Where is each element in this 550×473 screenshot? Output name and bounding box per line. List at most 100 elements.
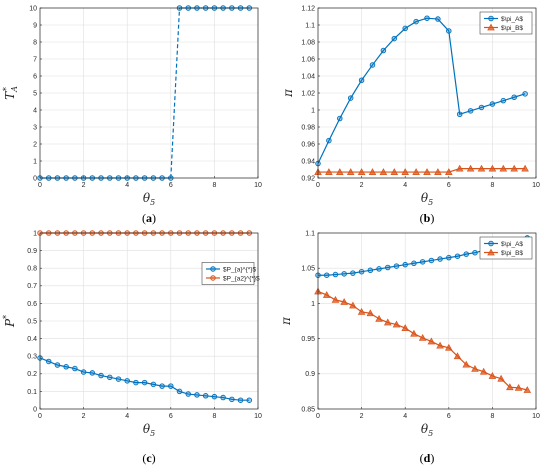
data-point bbox=[523, 386, 532, 393]
data-point bbox=[488, 371, 497, 379]
y-tick-label: 0 bbox=[33, 406, 37, 413]
data-point bbox=[358, 268, 365, 275]
data-point bbox=[332, 271, 339, 278]
y-tick-label: 1 bbox=[311, 301, 315, 308]
data-point bbox=[89, 370, 96, 376]
data-point bbox=[467, 108, 474, 114]
data-point bbox=[488, 240, 494, 247]
y-tick-label: 7 bbox=[33, 56, 37, 63]
y-tick-label: 1 bbox=[311, 107, 315, 114]
data-point bbox=[454, 253, 461, 259]
data-point bbox=[176, 388, 183, 395]
data-point bbox=[150, 381, 157, 388]
x-tick-label: 6 bbox=[447, 182, 451, 189]
y-tick-label: 1.1 bbox=[305, 230, 315, 237]
y-tick-label: 0.98 bbox=[301, 124, 315, 131]
data-point bbox=[210, 266, 216, 272]
data-point bbox=[326, 137, 332, 144]
data-point bbox=[211, 393, 218, 400]
data-point bbox=[445, 343, 453, 351]
y-tick-label: 0.9 bbox=[27, 248, 37, 255]
chart-panel-c: 0 2 4 6 8 10 0 0.1 0.2 0.3 0.4 0.5 0.6 0.7 0.8 0.9 1 $P_{… bbox=[2, 230, 262, 465]
y-tick-label: 2 bbox=[33, 141, 37, 148]
data-point bbox=[462, 360, 471, 368]
data-point bbox=[511, 94, 517, 100]
y-tick-label: 0 bbox=[33, 175, 37, 182]
data-point bbox=[437, 256, 443, 262]
data-point bbox=[358, 77, 365, 83]
x-tick-label: 2 bbox=[360, 413, 364, 420]
data-point bbox=[237, 397, 244, 403]
data-point bbox=[500, 97, 507, 104]
data-point bbox=[510, 164, 518, 172]
data-point bbox=[487, 248, 495, 256]
data-point bbox=[478, 104, 485, 111]
data-point bbox=[379, 168, 388, 175]
x-tick-label: 0 bbox=[38, 413, 42, 420]
y-tick-label: 1.1 bbox=[305, 22, 315, 29]
data-point bbox=[466, 164, 475, 172]
legend: $\pi_A$ $\pi_B$ bbox=[479, 11, 533, 35]
data-point bbox=[376, 266, 382, 272]
series-1 bbox=[315, 235, 531, 278]
data-point bbox=[383, 318, 392, 326]
data-point bbox=[471, 364, 479, 372]
data-point bbox=[323, 272, 330, 278]
x-axis-label: θ5 bbox=[421, 422, 433, 438]
data-point bbox=[341, 271, 347, 277]
y-axis-label: TA* bbox=[2, 86, 19, 100]
y-tick-label: 10 bbox=[29, 5, 37, 12]
data-point bbox=[72, 365, 78, 372]
x-tick-label: 8 bbox=[212, 182, 216, 189]
data-point bbox=[375, 314, 383, 322]
data-point bbox=[159, 383, 165, 389]
data-point bbox=[107, 374, 113, 381]
y-tick-label: 0.4 bbox=[27, 336, 37, 343]
y-tick-label: 0.1 bbox=[27, 389, 37, 396]
data-point bbox=[337, 115, 343, 122]
legend-label: $P_{a}^{*}$ bbox=[223, 266, 256, 273]
data-point bbox=[124, 378, 130, 384]
panel-caption: (c) bbox=[142, 451, 155, 465]
legend-label: $P_{a2}^{*}$ bbox=[223, 275, 260, 282]
axes-frame bbox=[317, 232, 537, 410]
data-point bbox=[340, 298, 348, 305]
y-tick-label: 0.94 bbox=[301, 158, 315, 165]
x-tick-label: 0 bbox=[316, 182, 320, 189]
x-axis-label: θ5 bbox=[421, 191, 433, 207]
data-point bbox=[428, 257, 435, 264]
x-tick-label: 0 bbox=[316, 413, 320, 420]
x-tick-label: 4 bbox=[125, 413, 129, 420]
data-point bbox=[392, 320, 401, 328]
data-point bbox=[210, 275, 216, 281]
y-tick-label: 1.12 bbox=[301, 5, 315, 12]
y-tick-label: 1.06 bbox=[301, 56, 315, 63]
data-point bbox=[434, 168, 442, 175]
data-point bbox=[346, 168, 355, 175]
chart-panel-b: 0 2 4 6 8 10 0.92 0.94 0.96 0.98 1 1.02 1.04 1.06 1.08… bbox=[281, 5, 540, 225]
data-point bbox=[402, 25, 408, 32]
data-point bbox=[423, 168, 431, 175]
data-point bbox=[368, 168, 377, 175]
data-point bbox=[141, 379, 148, 386]
data-point bbox=[390, 168, 399, 175]
data-point bbox=[325, 168, 333, 175]
data-point bbox=[445, 168, 453, 175]
panel-caption: (d) bbox=[420, 451, 435, 465]
data-point bbox=[488, 15, 494, 22]
data-point bbox=[185, 391, 191, 397]
data-point bbox=[427, 337, 436, 345]
data-point bbox=[463, 251, 469, 257]
y-axis-label: π bbox=[279, 316, 293, 326]
x-tick-label: 10 bbox=[532, 413, 540, 420]
x-tick-label: 10 bbox=[532, 182, 540, 189]
chart-panel-a: 0 2 4 6 8 10 0 1 2 3 4 5 6 7 8 9 10 θ5 TA* (a) bbox=[2, 5, 262, 225]
axes-frame bbox=[39, 232, 259, 410]
data-point bbox=[436, 341, 444, 349]
legend-label: $\pi_B$ bbox=[501, 25, 523, 32]
panel-caption: (a) bbox=[142, 211, 156, 225]
data-point bbox=[489, 101, 496, 107]
data-point bbox=[477, 164, 486, 172]
y-tick-label: 0.2 bbox=[27, 371, 37, 378]
